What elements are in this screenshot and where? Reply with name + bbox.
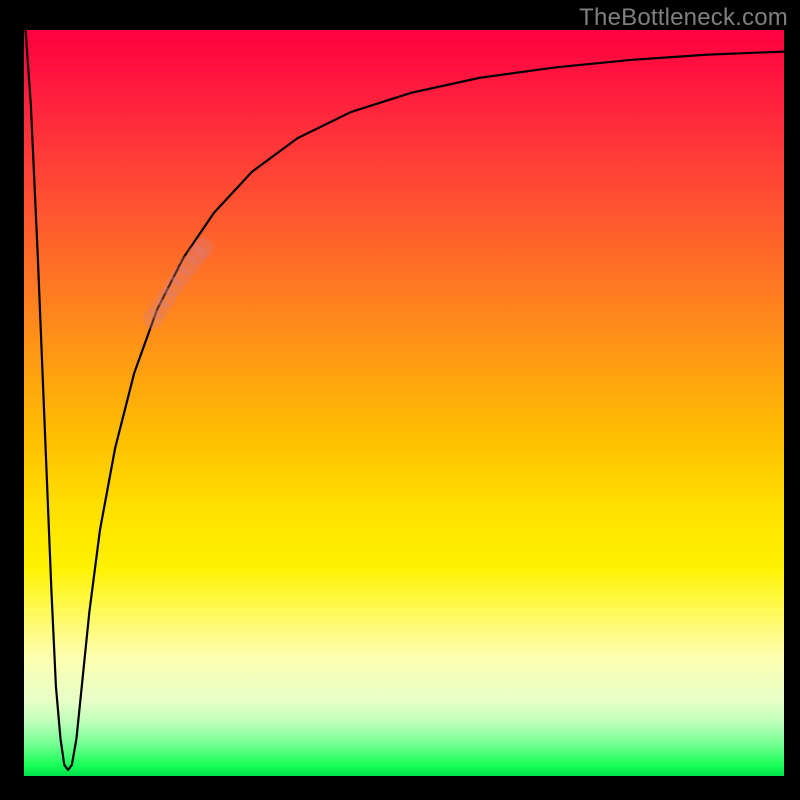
plot-area: [24, 30, 784, 776]
watermark-text: TheBottleneck.com: [579, 4, 788, 32]
highlight-blob: [193, 238, 213, 258]
bottleneck-curve: [24, 30, 784, 776]
curve-path: [26, 30, 784, 770]
chart-container: TheBottleneck.com: [0, 0, 800, 800]
